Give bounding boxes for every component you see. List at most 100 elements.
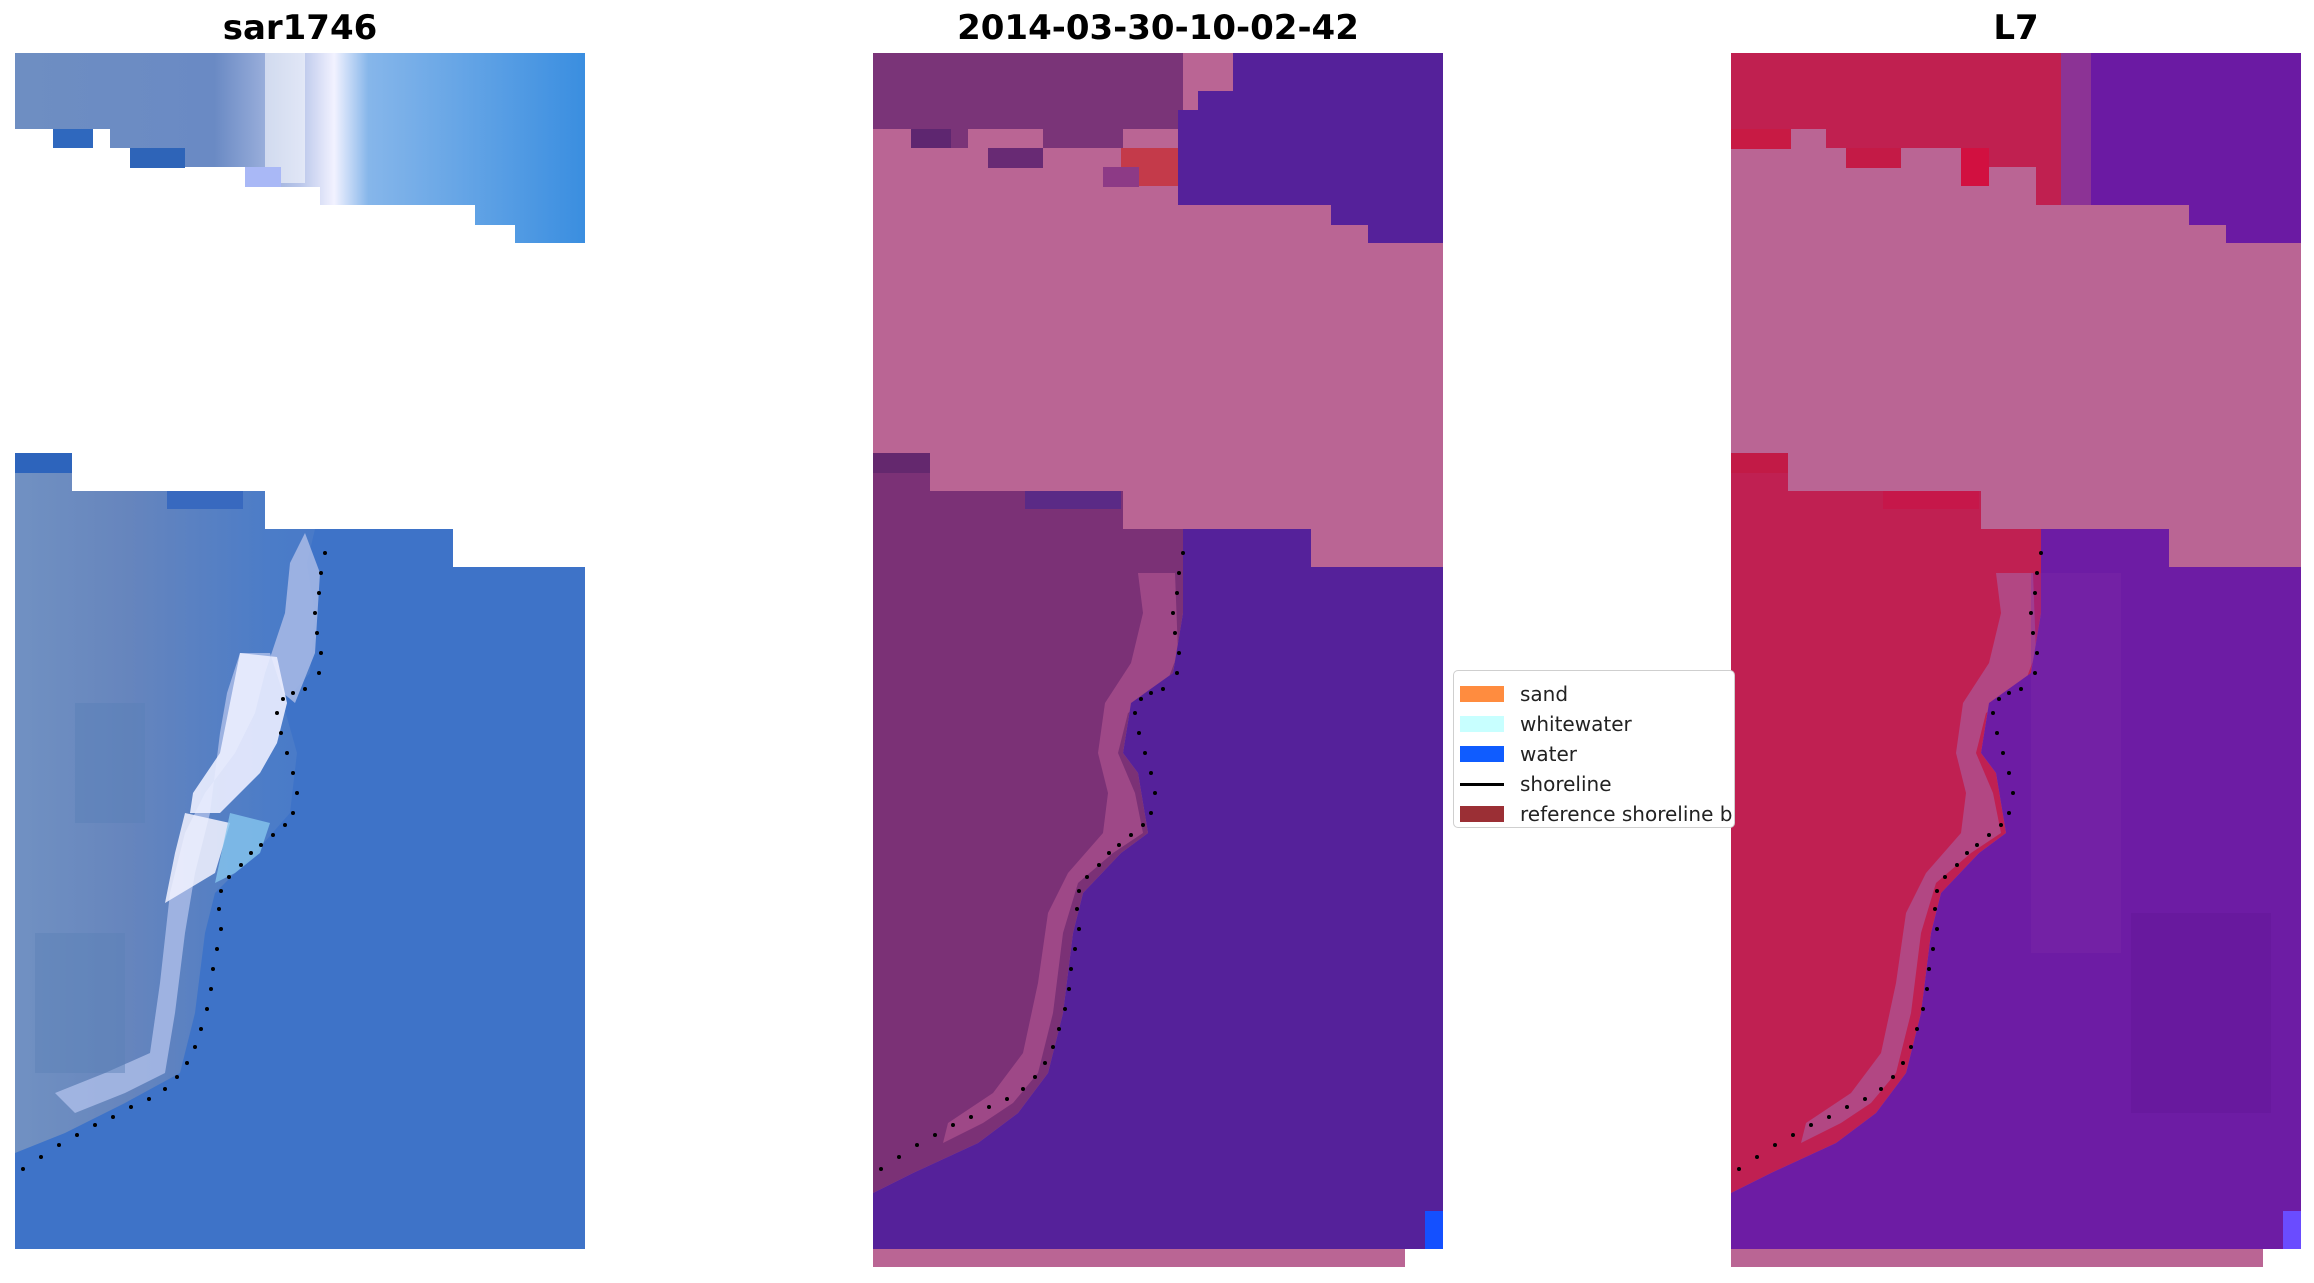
shoreline-point [1901, 1061, 1905, 1065]
shoreline-point [2035, 651, 2039, 655]
shoreline-point [317, 671, 321, 675]
shoreline-point [1933, 907, 1937, 911]
shoreline-point [1755, 1155, 1759, 1159]
shoreline-point [1991, 711, 1995, 715]
shoreline-point [129, 1105, 133, 1109]
legend-item-reference-shoreline: reference shoreline buffer [1460, 799, 1734, 827]
shoreline-point [969, 1115, 973, 1119]
shoreline-point [1909, 1045, 1913, 1049]
shoreline-point [2039, 551, 2043, 555]
shoreline-point [1067, 987, 1071, 991]
shoreline-point [1097, 863, 1101, 867]
shoreline-point [1175, 671, 1179, 675]
shoreline-point [1149, 811, 1153, 815]
legend: sand whitewater water shoreline referenc… [1453, 670, 1735, 828]
shoreline-point [1141, 823, 1145, 827]
shoreline-point [215, 947, 219, 951]
shoreline-point [57, 1143, 61, 1147]
shoreline-point [1051, 1045, 1055, 1049]
shoreline-point [1171, 611, 1175, 615]
shoreline-point [319, 571, 323, 575]
shoreline-point [1879, 1087, 1883, 1091]
shoreline-point [1005, 1097, 1009, 1101]
shoreline-point [1809, 1123, 1813, 1127]
shoreline-point [2033, 591, 2037, 595]
shoreline-point [219, 927, 223, 931]
shoreline-point [279, 731, 283, 735]
shoreline-point [1773, 1143, 1777, 1147]
shoreline-point [1999, 823, 2003, 827]
shoreline-point [2007, 811, 2011, 815]
shoreline-point [317, 591, 321, 595]
shoreline-point [1931, 947, 1935, 951]
shoreline-point [1137, 731, 1141, 735]
shoreline-point [1965, 851, 1969, 855]
shoreline-point [1975, 843, 1979, 847]
legend-item-sand: sand [1460, 679, 1568, 709]
shoreline-point [1063, 1007, 1067, 1011]
shoreline-point [211, 967, 215, 971]
shoreline-point [147, 1097, 151, 1101]
classified-water-top [1178, 53, 1443, 243]
shoreline-point [1073, 947, 1077, 951]
index-water-bottom [1731, 529, 2301, 1249]
shoreline-point [987, 1105, 991, 1109]
shoreline-point [1173, 631, 1177, 635]
shoreline-point [1827, 1115, 1831, 1119]
shoreline-point [1737, 1167, 1741, 1171]
shoreline-point [315, 631, 319, 635]
legend-swatch-reference-shoreline [1460, 806, 1504, 822]
shoreline-point [1075, 907, 1079, 911]
shoreline-point [1845, 1105, 1849, 1109]
shoreline-point [209, 987, 213, 991]
legend-label-whitewater: whitewater [1520, 712, 1632, 736]
shoreline-point [879, 1167, 883, 1171]
shoreline-point [175, 1075, 179, 1079]
shoreline-point [1943, 875, 1947, 879]
panel-title-index: L7 [1993, 8, 2039, 48]
shoreline-point [933, 1133, 937, 1137]
panel-title-rgb: sar1746 [222, 8, 378, 48]
shoreline-point [1177, 651, 1181, 655]
shoreline-point [313, 611, 317, 615]
shoreline-point [285, 751, 289, 755]
rgb-shoreline [21, 551, 327, 1171]
shoreline-point [1863, 1097, 1867, 1101]
shoreline-point [291, 771, 295, 775]
shoreline-point [249, 851, 253, 855]
shoreline-point [1915, 1027, 1919, 1031]
shoreline-point [1925, 987, 1929, 991]
legend-swatch-sand [1460, 686, 1504, 702]
legend-line-shoreline [1460, 782, 1504, 786]
shoreline-point [39, 1155, 43, 1159]
shoreline-point [199, 1027, 203, 1031]
shoreline-point [1935, 927, 1939, 931]
shoreline-point [1935, 889, 1939, 893]
shoreline-point [219, 889, 223, 893]
shoreline-point [1997, 697, 2001, 701]
shoreline-point [21, 1167, 25, 1171]
shoreline-point [205, 1007, 209, 1011]
shoreline-point [239, 863, 243, 867]
shoreline-point [1955, 863, 1959, 867]
index-shoreline [1737, 551, 2043, 1171]
shoreline-point [259, 843, 263, 847]
shoreline-point [2019, 687, 2023, 691]
shoreline-point [275, 711, 279, 715]
classified-land-top [873, 53, 1183, 148]
legend-item-shoreline: shoreline [1460, 769, 1612, 799]
shoreline-point [2035, 571, 2039, 575]
shoreline-point [217, 907, 221, 911]
shoreline-point [1181, 551, 1185, 555]
legend-label-reference-shoreline: reference shoreline buffer [1520, 802, 1734, 826]
shoreline-point [1117, 843, 1121, 847]
legend-label-water: water [1520, 742, 1577, 766]
shoreline-point [319, 651, 323, 655]
shoreline-point [1149, 691, 1153, 695]
shoreline-point [1177, 571, 1181, 575]
shoreline-point [1057, 1027, 1061, 1031]
shoreline-point [2031, 631, 2035, 635]
shoreline-point [1995, 731, 1999, 735]
legend-item-water: water [1460, 739, 1577, 769]
shoreline-point [1987, 833, 1991, 837]
